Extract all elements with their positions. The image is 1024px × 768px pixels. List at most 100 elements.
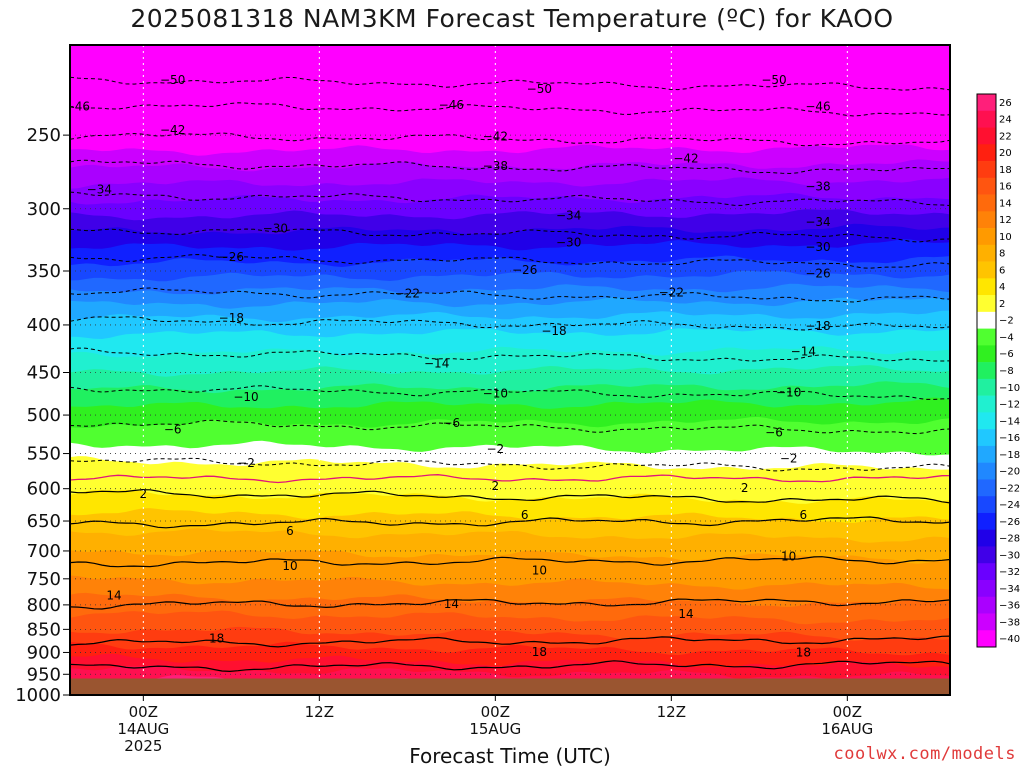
colorbar-label: −2 bbox=[999, 316, 1014, 327]
isotherm-line bbox=[70, 132, 950, 147]
colorbar-label: −40 bbox=[999, 634, 1020, 645]
y-tick-label: 950 bbox=[27, 664, 61, 685]
contour-labels: −50 −50 −50 −46 −46 −46 −42 −42 −42 −38 −38 −34 −34 −… bbox=[70, 73, 831, 660]
colorbar-label: −22 bbox=[999, 483, 1020, 494]
isotherm-line bbox=[70, 419, 950, 435]
colorbar-label: 10 bbox=[999, 232, 1012, 243]
x-axis-label: Forecast Time (UTC) bbox=[409, 744, 611, 768]
colorbar-swatch bbox=[977, 579, 996, 598]
isotherm-line bbox=[70, 228, 950, 243]
colorbar-swatch bbox=[977, 211, 996, 229]
colorbar-label: −20 bbox=[999, 467, 1020, 478]
colorbar-label: 8 bbox=[999, 249, 1005, 260]
colorbar-swatch bbox=[977, 110, 996, 128]
colorbar-swatch bbox=[977, 596, 996, 614]
contour-label: −10 bbox=[776, 386, 801, 400]
y-tick-label: 350 bbox=[27, 261, 61, 282]
y-tick-label: 400 bbox=[27, 315, 61, 336]
y-tick-label: 300 bbox=[27, 199, 61, 220]
contour-label: −50 bbox=[160, 73, 185, 87]
contour-label: −26 bbox=[512, 263, 537, 277]
contour-label: 18 bbox=[209, 631, 224, 645]
colorbar-label: −18 bbox=[999, 450, 1020, 461]
colorbar-label: 20 bbox=[999, 148, 1012, 159]
isotherm-line bbox=[70, 556, 950, 568]
isotherm-line bbox=[70, 102, 950, 117]
colorbar-swatch bbox=[977, 563, 996, 581]
chart-title: 2025081318 NAM3KM Forecast Temperature (… bbox=[130, 4, 894, 33]
grid-lines bbox=[70, 45, 950, 695]
contour-label: −10 bbox=[233, 390, 258, 404]
x-tick-label: 12Z bbox=[657, 703, 686, 721]
x-tick-label: 00Z bbox=[833, 703, 862, 721]
contour-label: −30 bbox=[805, 240, 830, 254]
y-tick-label: 850 bbox=[27, 619, 61, 640]
colorbar-label: 6 bbox=[999, 265, 1005, 276]
colorbar-swatch bbox=[977, 228, 996, 246]
colorbar-swatch bbox=[977, 311, 996, 329]
colorbar: 26 24 22 20 18 16 14 12 10 8 6 4 2 −2 −4 −6 −8 −10 −12 −14 −… bbox=[976, 93, 1020, 648]
colorbar-swatch bbox=[977, 194, 996, 212]
colorbar-label: 12 bbox=[999, 215, 1012, 226]
colorbar-swatch bbox=[977, 496, 996, 514]
contour-label: −2 bbox=[486, 442, 504, 456]
colorbar-label: −24 bbox=[999, 500, 1020, 511]
contour-label: −22 bbox=[659, 285, 684, 299]
pressure-axis: 2503003504004505005506006507007508008509… bbox=[15, 125, 70, 706]
colorbar-label: −14 bbox=[999, 416, 1020, 427]
colorbar-label: 22 bbox=[999, 131, 1012, 142]
isotherm-line bbox=[70, 385, 950, 400]
y-tick-label: 700 bbox=[27, 541, 61, 562]
contour-label: −6 bbox=[765, 425, 783, 439]
colorbar-swatch bbox=[977, 378, 996, 396]
contour-label: −18 bbox=[541, 324, 566, 338]
contour-label: −46 bbox=[805, 100, 830, 114]
isotherm-line bbox=[70, 635, 950, 648]
contour-label: 6 bbox=[286, 524, 294, 538]
colorbar-label: −12 bbox=[999, 400, 1020, 411]
colorbar-swatch bbox=[977, 295, 996, 313]
contour-label: −18 bbox=[805, 319, 830, 333]
isotherm-line bbox=[70, 191, 950, 206]
freezing-line bbox=[70, 474, 950, 484]
isotherm-line bbox=[70, 598, 950, 610]
contour-label: −6 bbox=[164, 422, 182, 436]
contour-label: 6 bbox=[800, 508, 808, 522]
contour-label: −30 bbox=[263, 221, 288, 235]
colorbar-label: −8 bbox=[999, 366, 1014, 377]
colorbar-label: −34 bbox=[999, 584, 1020, 595]
x-tick-label: 16AUG bbox=[821, 720, 873, 738]
contour-label: 18 bbox=[796, 645, 811, 659]
colorbar-swatch bbox=[977, 161, 996, 179]
contour-label: −50 bbox=[527, 82, 552, 96]
y-tick-label: 450 bbox=[27, 363, 61, 384]
colorbar-label: −10 bbox=[999, 383, 1020, 394]
isotherm-line bbox=[70, 489, 950, 504]
x-tick-label: 12Z bbox=[305, 703, 334, 721]
contour-label: −46 bbox=[439, 98, 464, 112]
contour-label: −38 bbox=[483, 159, 508, 173]
contour-label: 10 bbox=[532, 564, 547, 578]
isotherm-line bbox=[70, 457, 950, 472]
y-tick-label: 650 bbox=[27, 511, 61, 532]
below-ground-area bbox=[70, 678, 950, 695]
colorbar-swatch bbox=[977, 177, 996, 195]
y-tick-label: 500 bbox=[27, 405, 61, 426]
contour-label: −34 bbox=[556, 208, 581, 222]
x-tick-label: 2025 bbox=[124, 737, 162, 755]
isotherm-line bbox=[70, 253, 950, 269]
colorbar-swatch bbox=[977, 512, 996, 530]
colorbar-label: 4 bbox=[999, 282, 1005, 293]
colorbar-swatch bbox=[977, 127, 996, 145]
contour-label: −26 bbox=[805, 266, 830, 280]
isotherm-line bbox=[70, 516, 950, 529]
colorbar-swatch bbox=[977, 529, 996, 547]
colorbar-swatch bbox=[977, 144, 996, 162]
colorbar-label: 16 bbox=[999, 182, 1012, 193]
contour-label: −2 bbox=[237, 456, 255, 470]
colorbar-label: 26 bbox=[999, 98, 1012, 109]
colorbar-swatch bbox=[977, 345, 996, 363]
contour-label: 10 bbox=[781, 550, 796, 564]
